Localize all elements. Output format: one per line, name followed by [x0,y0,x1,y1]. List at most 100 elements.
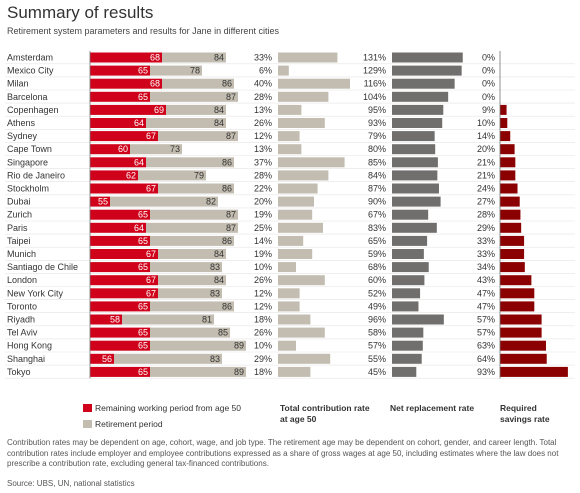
city-label: Amsterdam [7,53,53,63]
footnote: Contribution rates may be dependent on a… [7,438,559,468]
contribution-rate-bar [278,327,325,338]
replacement-rate-label: 59% [368,249,386,259]
savings-rate-bar [500,170,516,181]
replacement-rate-bar [392,118,443,128]
city-label: Toronto [7,301,37,311]
savings-rate-label: 63% [477,341,495,351]
retirement-age-label: 55 [98,197,108,207]
contribution-rate-label: 28% [254,170,272,180]
retirement-period-bar [150,209,238,220]
end-age-label: 81 [202,315,212,325]
retirement-period-bar [146,157,234,168]
end-age-label: 78 [190,66,200,76]
contribution-rate-bar [278,104,302,115]
contribution-rate-label: 18% [254,367,272,377]
savings-rate-bar [500,183,518,194]
retirement-period-bar [158,249,226,259]
legend-remaining-label: Remaining working period from age 50 [95,403,241,413]
replacement-rate-bar [392,249,424,259]
retirement-age-label: 65 [138,262,148,272]
replacement-rate-bar [392,170,438,181]
replacement-rate-bar [392,91,449,102]
retirement-age-label: 65 [138,66,148,76]
retirement-age-label: 65 [138,301,148,311]
city-label: Riyadh [7,315,35,325]
working-period-bar [90,131,158,142]
savings-rate-label: 57% [477,315,495,325]
replacement-rate-bar [392,52,463,63]
retirement-age-label: 65 [138,367,148,377]
end-age-label: 87 [226,210,236,220]
legend-retirement-label: Retirement period [95,419,163,429]
savings-rate-bar [500,327,542,338]
end-age-label: 86 [222,184,232,194]
retirement-age-label: 58 [110,315,120,325]
replacement-rate-label: 129% [363,66,386,76]
contribution-rate-label: 10% [254,341,272,351]
retirement-age-label: 68 [150,79,160,89]
savings-rate-label: 43% [477,275,495,285]
savings-rate-label: 10% [477,118,495,128]
contribution-rate-label: 26% [254,118,272,128]
retirement-age-label: 65 [138,92,148,102]
contribution-rate-label: 40% [254,79,272,89]
contribution-rate-bar [278,353,331,364]
savings-rate-bar [500,249,525,259]
savings-rate-label: 0% [482,66,495,76]
contribution-rate-label: 20% [254,197,272,207]
savings-rate-label: 20% [477,144,495,154]
working-period-bar [90,52,162,63]
savings-rate-label: 0% [482,92,495,102]
replacement-rate-bar [392,275,425,286]
retirement-age-label: 69 [154,105,164,115]
city-label: Tel Aviv [7,328,38,338]
contribution-rate-bar [278,235,304,246]
replacement-rate-label: 68% [368,262,386,272]
savings-rate-label: 9% [482,105,495,115]
savings-rate-label: 33% [477,236,495,246]
replacement-rate-bar [392,131,435,142]
replacement-rate-bar [392,157,438,168]
contribution-column-label: Total contribution rate at age 50 [280,403,370,424]
savings-rate-label: 24% [477,184,495,194]
end-age-label: 85 [218,328,228,338]
savings-rate-bar [500,196,520,207]
retirement-age-label: 67 [146,131,156,141]
retirement-period-bar [150,65,202,76]
replacement-rate-label: 87% [368,184,386,194]
replacement-rate-label: 57% [368,341,386,351]
savings-rate-bar [500,209,521,220]
replacement-rate-label: 49% [368,301,386,311]
replacement-rate-label: 95% [368,105,386,115]
retirement-age-label: 67 [146,275,156,285]
replacement-rate-label: 116% [364,79,386,89]
savings-rate-label: 29% [477,223,495,233]
retirement-period-bar [162,78,234,89]
savings-rate-bar [500,144,515,155]
retirement-period-bar [150,235,234,246]
retirement-period-bar [158,288,222,299]
savings-rate-label: 27% [477,197,495,207]
working-period-bar [90,301,150,312]
city-label: Milan [7,79,29,89]
chart-title: Summary of results [7,3,154,22]
contribution-rate-bar [278,131,300,142]
replacement-rate-bar [392,235,428,246]
city-label: Barcelona [7,92,48,102]
retirement-period-bar [122,314,214,325]
working-period-bar [90,222,146,233]
replacement-rate-label: 58% [368,328,386,338]
contribution-rate-label: 13% [254,105,272,115]
working-period-bar [90,104,166,115]
replacement-rate-bar [392,104,444,115]
replacement-rate-label: 104% [363,92,386,102]
savings-rate-bar [500,104,507,115]
contribution-rate-label: 12% [254,288,272,298]
city-label: Taipei [7,236,31,246]
city-label: London [7,275,37,285]
contribution-rate-bar [278,314,311,325]
retirement-period-bar [150,91,238,102]
city-label: Munich [7,249,36,259]
working-period-bar [90,157,146,168]
replacement-rate-label: 84% [368,170,386,180]
